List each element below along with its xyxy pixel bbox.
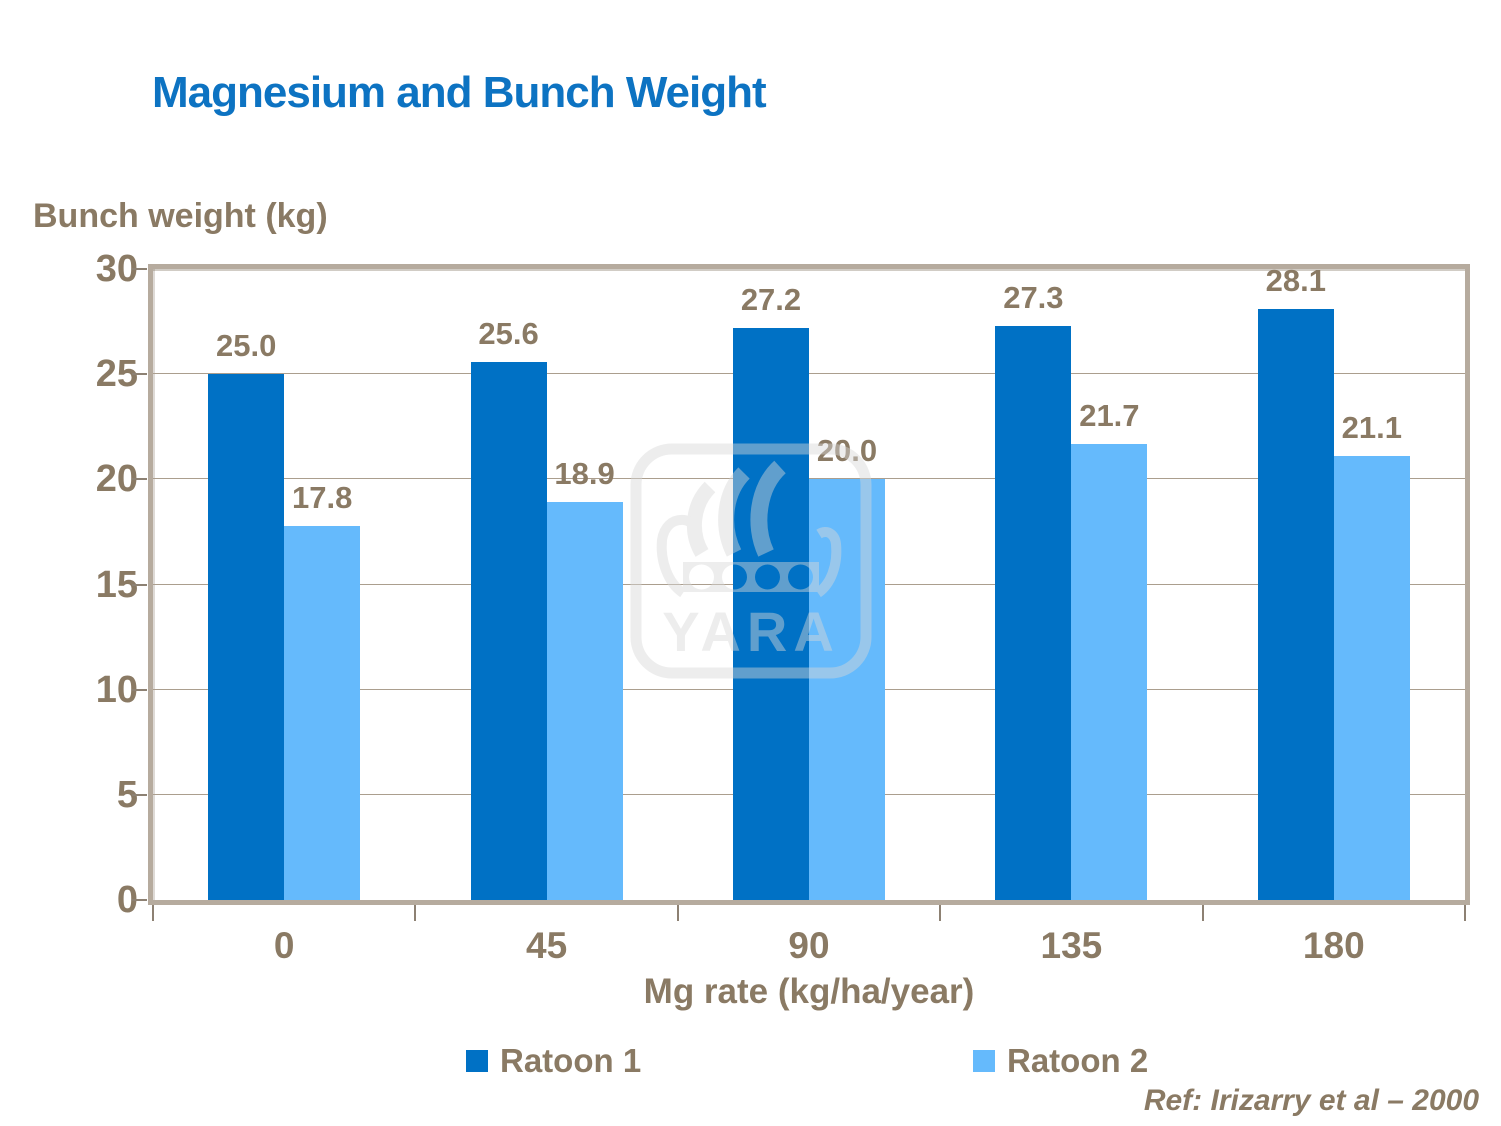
legend-item-ratoon-2: Ratoon 2 bbox=[973, 1042, 1148, 1080]
bar-value-label: 27.2 bbox=[740, 281, 802, 317]
bar-value-label: 27.3 bbox=[1003, 279, 1064, 315]
x-category-label: 180 bbox=[1302, 925, 1365, 966]
bar-value-label: 17.8 bbox=[292, 479, 353, 515]
y-tick-label: 30 bbox=[95, 248, 138, 290]
bar-ratoon-2 bbox=[284, 525, 361, 900]
x-tick-mark bbox=[1464, 905, 1466, 921]
y-tick-mark bbox=[132, 583, 147, 586]
x-tick-mark bbox=[414, 905, 417, 921]
bar-ratoon-2 bbox=[808, 479, 885, 900]
y-tick-mark bbox=[132, 268, 147, 270]
bar-value-label: 28.1 bbox=[1265, 262, 1326, 298]
y-tick-mark bbox=[132, 688, 147, 691]
x-category-label: 0 bbox=[273, 925, 295, 966]
x-category-label: 135 bbox=[1040, 925, 1103, 966]
bar-value-label: 21.7 bbox=[1079, 397, 1140, 433]
legend-label: Ratoon 2 bbox=[1007, 1042, 1149, 1079]
bar-value-label: 25.6 bbox=[478, 315, 539, 351]
plot-area: 25.0 17.8 25.6 18.9 27.2 20.0 27.3 21.7 28.1 21.1 bbox=[148, 263, 1470, 905]
bar-ratoon-2 bbox=[546, 502, 623, 900]
y-tick-mark bbox=[132, 899, 147, 901]
gridline bbox=[153, 478, 1465, 480]
y-tick-label: 25 bbox=[95, 353, 138, 396]
x-tick-mark bbox=[676, 905, 679, 921]
bar-value-label: 18.9 bbox=[554, 456, 615, 492]
bar-ratoon-1 bbox=[208, 374, 285, 900]
chart-title: Magnesium and Bunch Weight bbox=[152, 68, 767, 117]
legend-swatch bbox=[973, 1050, 995, 1072]
bar-group: 27.2 20.0 bbox=[678, 269, 940, 900]
x-category-label: 90 bbox=[788, 925, 830, 966]
bar-value-label: 20.0 bbox=[816, 433, 878, 469]
y-tick-mark bbox=[132, 478, 147, 481]
x-axis-title: Mg rate (kg/ha/year) bbox=[643, 972, 975, 1011]
bar-value-label: 25.0 bbox=[216, 328, 277, 364]
bar-ratoon-2 bbox=[1071, 443, 1148, 900]
legend-swatch bbox=[466, 1050, 488, 1072]
bar-ratoon-1 bbox=[1257, 308, 1334, 900]
bar-group: 25.6 18.9 bbox=[415, 269, 677, 900]
bar-ratoon-1 bbox=[995, 325, 1072, 900]
y-tick-label: 10 bbox=[95, 668, 138, 711]
bar-value-label: 21.1 bbox=[1341, 410, 1402, 446]
y-tick-label: 5 bbox=[116, 773, 138, 816]
x-category-label: 45 bbox=[526, 925, 568, 966]
y-axis-title: Bunch weight (kg) bbox=[33, 197, 328, 235]
legend-label: Ratoon 1 bbox=[500, 1042, 642, 1079]
y-tick-label: 20 bbox=[95, 458, 138, 501]
bar-group: 27.3 21.7 bbox=[940, 269, 1202, 900]
y-tick-label: 0 bbox=[116, 879, 138, 921]
y-tick-mark bbox=[132, 793, 147, 796]
bar-ratoon-1 bbox=[470, 361, 547, 900]
x-tick-mark bbox=[939, 905, 942, 921]
bar-group: 28.1 21.1 bbox=[1203, 263, 1465, 900]
y-tick-mark bbox=[132, 373, 147, 376]
x-tick-mark bbox=[152, 905, 154, 921]
bar-ratoon-2 bbox=[1333, 456, 1410, 900]
bar-group: 25.0 17.8 bbox=[153, 269, 415, 900]
legend-item-ratoon-1: Ratoon 1 bbox=[466, 1042, 641, 1080]
y-tick-label: 15 bbox=[95, 563, 138, 606]
reference-note: Ref: Irizarry et al – 2000 bbox=[1143, 1084, 1479, 1117]
x-tick-mark bbox=[1201, 905, 1204, 921]
bar-ratoon-1 bbox=[732, 327, 809, 900]
gridline bbox=[153, 373, 1465, 375]
